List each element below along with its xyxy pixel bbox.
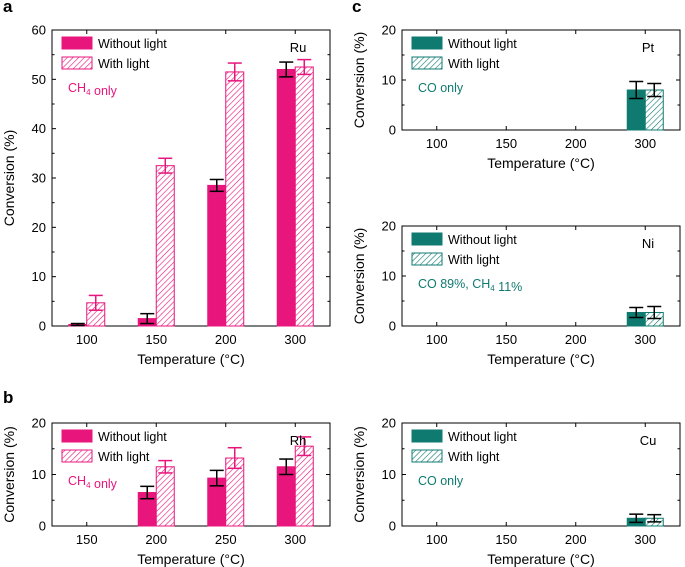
bar-with-light (294, 445, 314, 527)
x-tick-label: 100 (76, 332, 98, 347)
y-axis-label: Conversion (%) (351, 32, 367, 128)
legend-swatch-with-light (411, 449, 443, 463)
panel-title: Ru (290, 40, 307, 55)
x-tick-label: 150 (495, 532, 517, 547)
y-axis-label: Conversion (%) (351, 426, 367, 522)
y-tick-label: 20 (32, 220, 46, 235)
legend-swatch-without-light (411, 429, 443, 443)
legend-label: Without light (448, 37, 517, 51)
legend-swatch-with-light (411, 56, 443, 70)
x-tick-label: 200 (145, 532, 167, 547)
legend-label: Without light (98, 430, 167, 444)
y-tick-label: 0 (389, 519, 396, 534)
y-tick-label: 20 (32, 416, 46, 431)
x-tick-label: 300 (634, 332, 656, 347)
y-tick-label: 10 (382, 73, 396, 88)
y-tick-label: 10 (382, 269, 396, 284)
panel-cu: 0 10 20 100 150 200 300 Temperature (°C) Convers… (351, 416, 681, 567)
panel-ru: a 0 10 20 30 40 50 60 100 150 200 300 Temperature (°… (1, 0, 331, 367)
panel-label: a (3, 0, 13, 16)
panel-title: Pt (642, 40, 655, 55)
legend-swatch-with-light (61, 449, 93, 463)
x-axis-label: Temperature (°C) (487, 155, 595, 171)
y-tick-label: 10 (32, 467, 46, 482)
bar-with-light (225, 71, 245, 327)
y-tick-label: 20 (382, 219, 396, 234)
panel-title: Rh (290, 433, 307, 448)
product-annotation: CH4 only (68, 474, 118, 491)
x-tick-label: 200 (565, 332, 587, 347)
legend-swatch-with-light (61, 56, 93, 70)
panel-rh: b 0 10 20 150 200 250 300 Temperature (°C) Conver… (1, 388, 331, 567)
product-annotation: CO only (418, 81, 464, 95)
product-annotation: CH4 only (68, 81, 118, 98)
plot-frame (401, 225, 681, 327)
panel-label: c (352, 0, 361, 16)
legend-label: With light (448, 253, 500, 267)
legend-label: Without light (448, 233, 517, 247)
x-tick-label: 300 (634, 136, 656, 151)
x-tick-label: 200 (215, 332, 237, 347)
x-axis-label: Temperature (°C) (137, 551, 245, 567)
legend-swatch-without-light (61, 36, 93, 50)
x-tick-label: 100 (426, 532, 448, 547)
legend-label: With light (448, 450, 500, 464)
x-tick-label: 100 (426, 332, 448, 347)
x-tick-label: 150 (495, 136, 517, 151)
y-tick-label: 50 (32, 72, 46, 87)
x-axis-label: Temperature (°C) (487, 351, 595, 367)
bar-with-light (294, 66, 314, 327)
x-tick-label: 300 (634, 532, 656, 547)
x-axis-label: Temperature (°C) (137, 351, 245, 367)
y-tick-label: 0 (39, 319, 46, 334)
product-annotation: CO only (418, 474, 464, 488)
y-tick-label: 0 (389, 123, 396, 138)
bar-without-light (276, 466, 296, 527)
legend-swatch-without-light (411, 36, 443, 50)
x-axis-label: Temperature (°C) (487, 551, 595, 567)
legend-label: Without light (98, 37, 167, 51)
bar-without-light (207, 184, 227, 327)
legend-swatch-without-light (61, 429, 93, 443)
y-tick-label: 0 (39, 519, 46, 534)
x-tick-label: 150 (76, 532, 98, 547)
legend-label: With light (448, 57, 500, 71)
legend-swatch-without-light (411, 232, 443, 246)
legend-label: With light (98, 450, 150, 464)
x-tick-label: 300 (284, 332, 306, 347)
panel-pt: c 0 10 20 100 150 200 300 Temperature (°C) Conver… (351, 0, 681, 171)
panel-label: b (3, 388, 13, 407)
y-tick-label: 10 (32, 269, 46, 284)
panel-title: Cu (640, 433, 657, 448)
panel-title: Ni (642, 236, 654, 251)
bar-with-light (155, 165, 175, 327)
y-tick-label: 10 (382, 467, 396, 482)
bar-without-light (276, 68, 296, 327)
legend-label: With light (98, 57, 150, 71)
bar-with-light (155, 466, 175, 527)
y-tick-label: 40 (32, 121, 46, 136)
y-axis-label: Conversion (%) (1, 130, 17, 226)
x-tick-label: 250 (215, 532, 237, 547)
x-tick-label: 300 (284, 532, 306, 547)
x-tick-label: 150 (145, 332, 167, 347)
y-tick-label: 20 (382, 23, 396, 38)
legend-label: Without light (448, 430, 517, 444)
x-tick-label: 100 (426, 136, 448, 151)
y-tick-label: 30 (32, 171, 46, 186)
x-tick-label: 150 (495, 332, 517, 347)
x-tick-label: 200 (565, 136, 587, 151)
y-tick-label: 0 (389, 319, 396, 334)
panel-ni: 0 10 20 100 150 200 300 Temperature (°C) Convers… (351, 219, 681, 367)
x-tick-label: 200 (565, 532, 587, 547)
product-annotation: CO 89%, CH4 11% (418, 277, 522, 294)
y-tick-label: 60 (32, 23, 46, 38)
y-tick-label: 20 (382, 416, 396, 431)
y-axis-label: Conversion (%) (351, 228, 367, 324)
legend-swatch-with-light (411, 252, 443, 266)
y-axis-label: Conversion (%) (1, 426, 17, 522)
